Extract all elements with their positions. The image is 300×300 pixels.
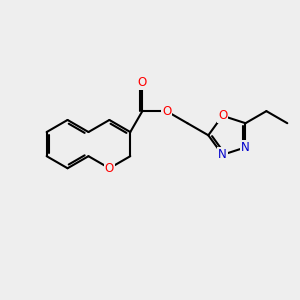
Text: O: O — [218, 109, 227, 122]
Text: O: O — [105, 162, 114, 175]
Text: O: O — [162, 105, 171, 118]
Text: N: N — [218, 148, 227, 161]
Text: O: O — [138, 76, 147, 89]
Text: N: N — [241, 141, 250, 154]
